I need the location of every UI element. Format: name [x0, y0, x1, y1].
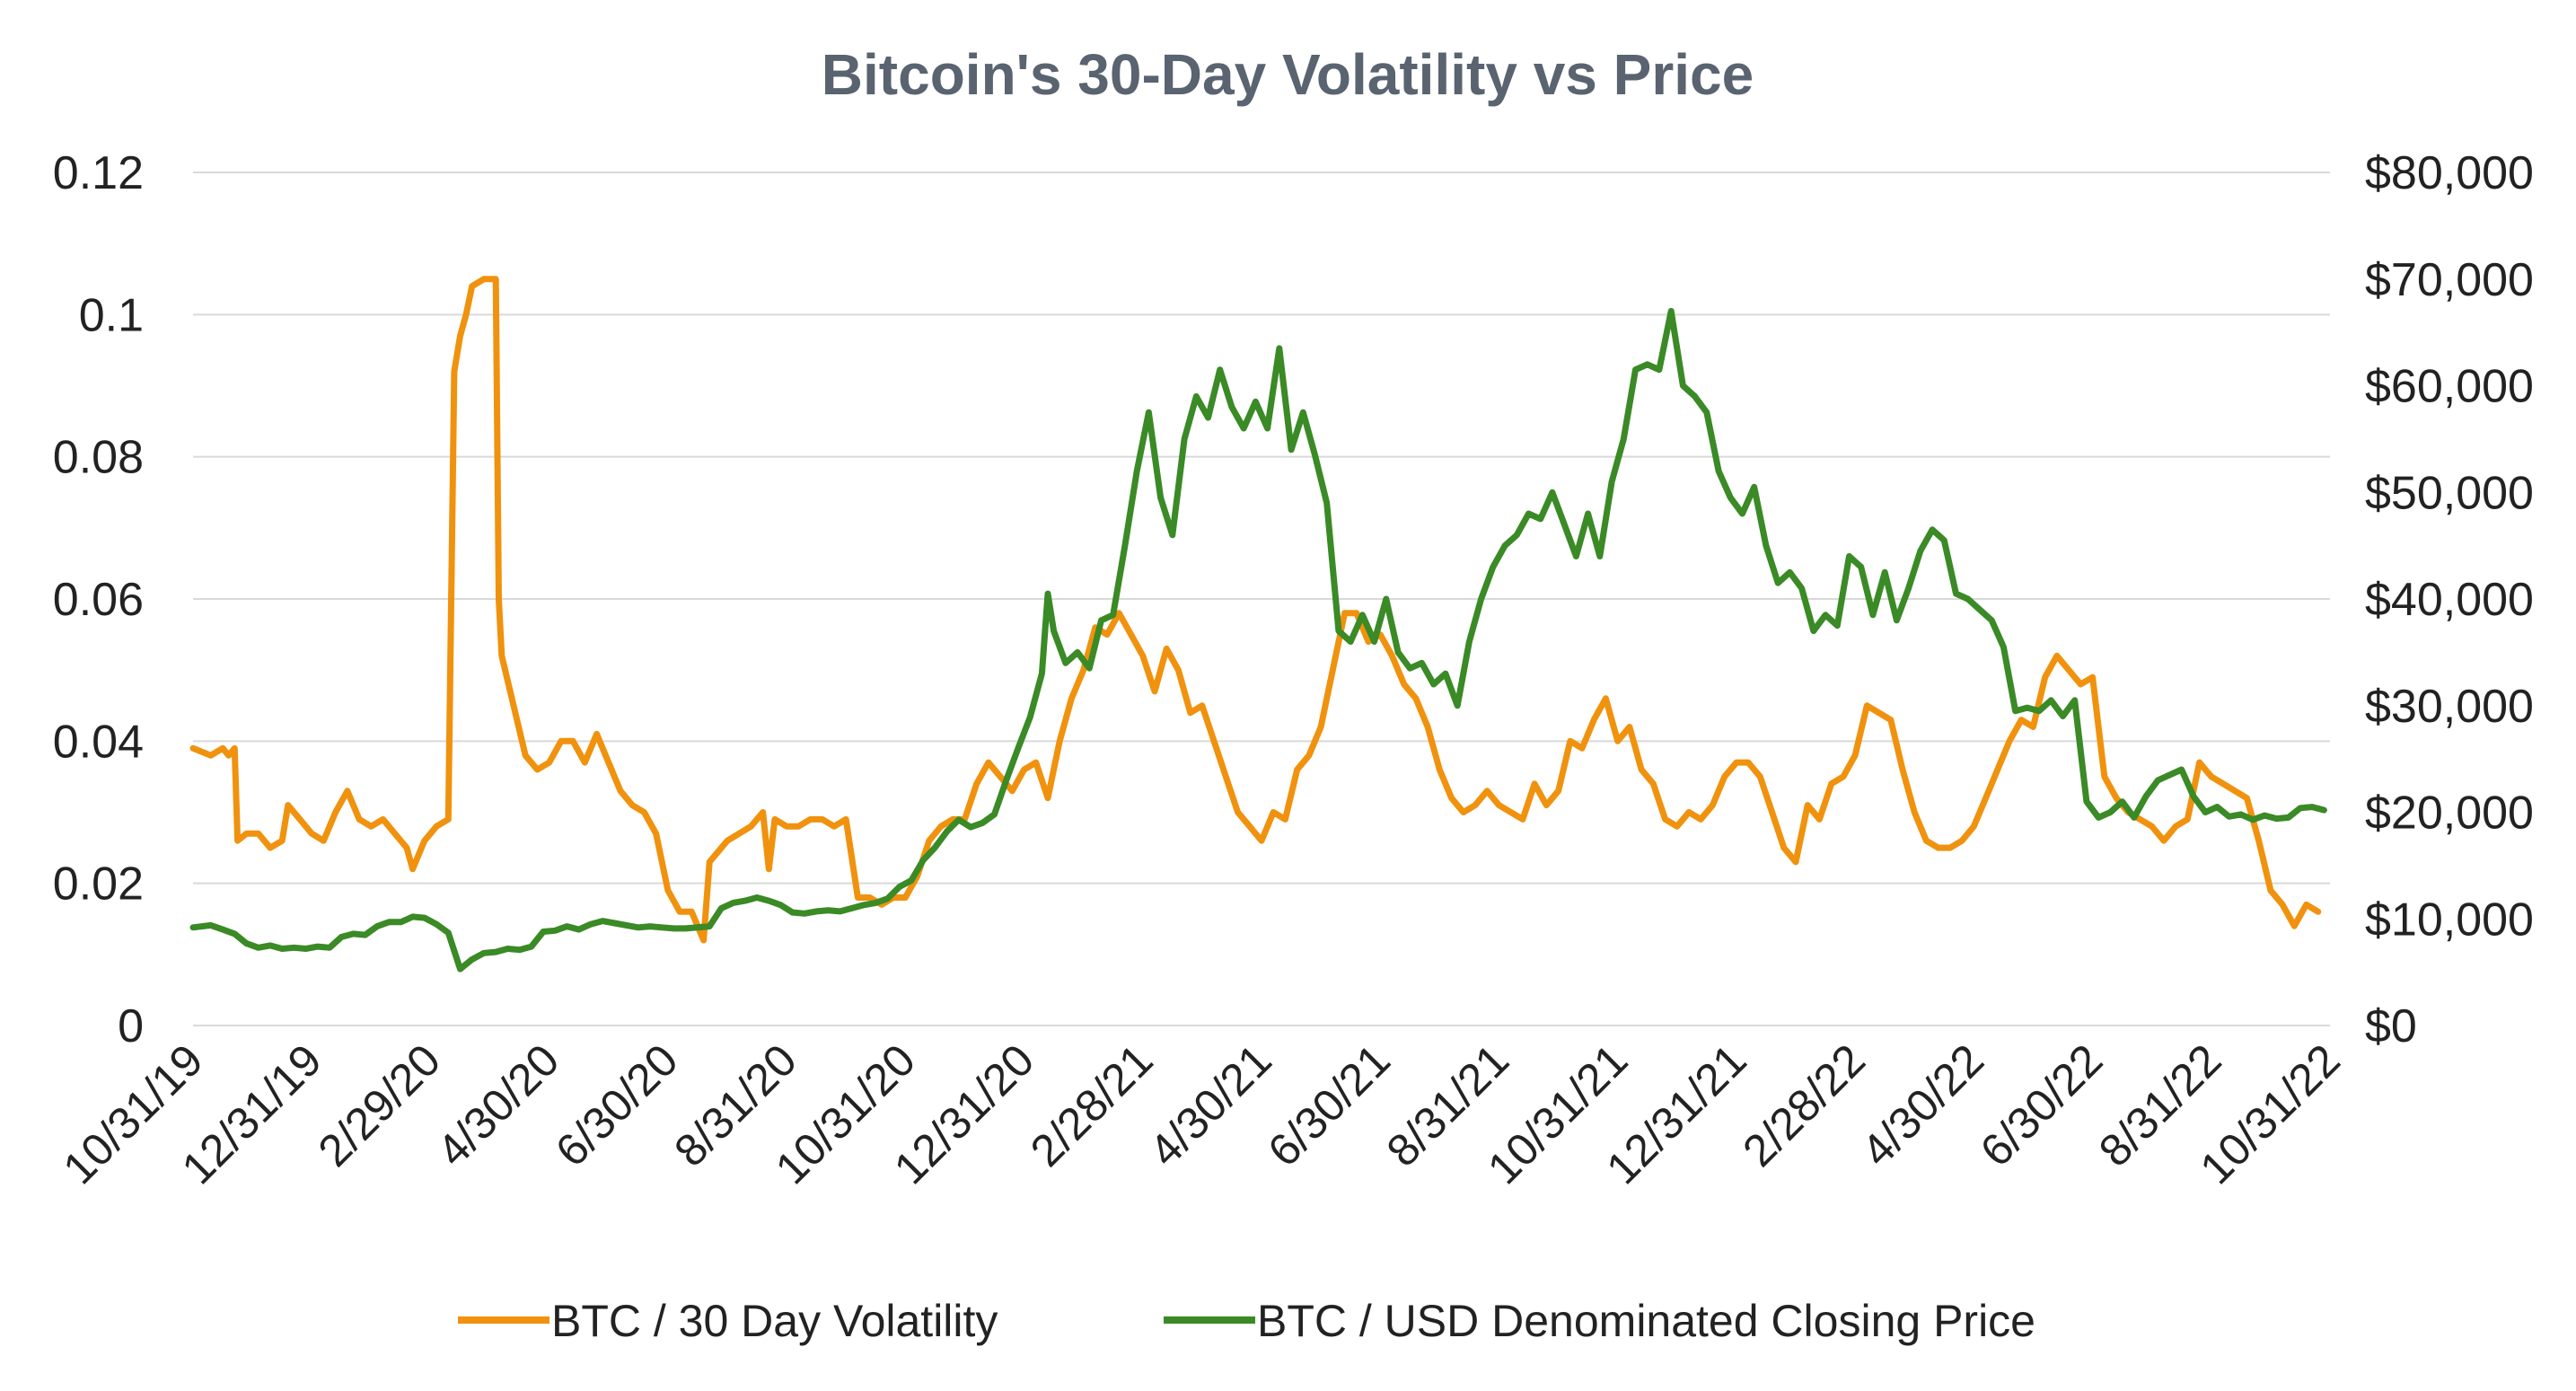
- right-y-tick-label: $50,000: [2365, 467, 2534, 519]
- legend: BTC / 30 Day Volatility BTC / USD Denomi…: [458, 1296, 2035, 1346]
- right-y-tick-label: $80,000: [2365, 147, 2534, 199]
- series-line-price: [189, 307, 2327, 973]
- legend-item-price: BTC / USD Denominated Closing Price: [1164, 1296, 2035, 1346]
- right-y-tick-label: $70,000: [2365, 254, 2534, 306]
- x-tick-label: 6/30/21: [1258, 1034, 1400, 1176]
- legend-label-price: BTC / USD Denominated Closing Price: [1257, 1296, 2035, 1346]
- right-y-tick-label: $60,000: [2365, 361, 2534, 413]
- x-tick-label: 2/28/21: [1021, 1034, 1163, 1176]
- left-y-tick-label: 0.1: [79, 289, 144, 341]
- x-tick-label: 2/28/22: [1733, 1034, 1875, 1176]
- left-y-tick-label: 0.02: [53, 858, 144, 911]
- left-y-axis: 0 0.02 0.04 0.06 0.08 0.1 0.12: [53, 147, 144, 1052]
- gridlines: [193, 172, 2330, 1026]
- left-y-tick-label: 0.08: [53, 432, 144, 484]
- right-y-axis: $0 $10,000 $20,000 $30,000 $40,000 $50,000 $60…: [2365, 147, 2534, 1052]
- x-tick-label: 6/30/20: [546, 1034, 688, 1176]
- x-tick-label: 6/30/22: [1971, 1034, 2113, 1176]
- series-line-volatility: [189, 276, 2322, 944]
- series-layer: [189, 276, 2327, 973]
- legend-label-volatility: BTC / 30 Day Volatility: [551, 1296, 998, 1346]
- x-tick-label: 4/30/21: [1139, 1034, 1281, 1176]
- left-y-tick-label: 0.12: [53, 147, 144, 199]
- chart-title: Bitcoin's 30-Day Volatility vs Price: [822, 42, 1754, 107]
- x-tick-label: 4/30/20: [427, 1034, 569, 1176]
- x-axis: 10/31/1912/31/192/29/204/30/206/30/208/3…: [54, 1034, 2350, 1193]
- x-tick-label: 4/30/22: [1852, 1034, 1994, 1176]
- right-y-tick-label: $30,000: [2365, 681, 2534, 733]
- right-y-tick-label: $40,000: [2365, 574, 2534, 626]
- left-y-tick-label: 0.06: [53, 574, 144, 626]
- right-y-tick-label: $20,000: [2365, 788, 2534, 840]
- right-y-tick-label: $10,000: [2365, 894, 2534, 946]
- legend-item-volatility: BTC / 30 Day Volatility: [458, 1296, 998, 1346]
- left-y-tick-label: 0.04: [53, 716, 144, 768]
- right-y-tick-label: $0: [2365, 1000, 2417, 1052]
- x-tick-label: 2/29/20: [309, 1034, 451, 1176]
- left-y-tick-label: 0: [118, 1000, 144, 1052]
